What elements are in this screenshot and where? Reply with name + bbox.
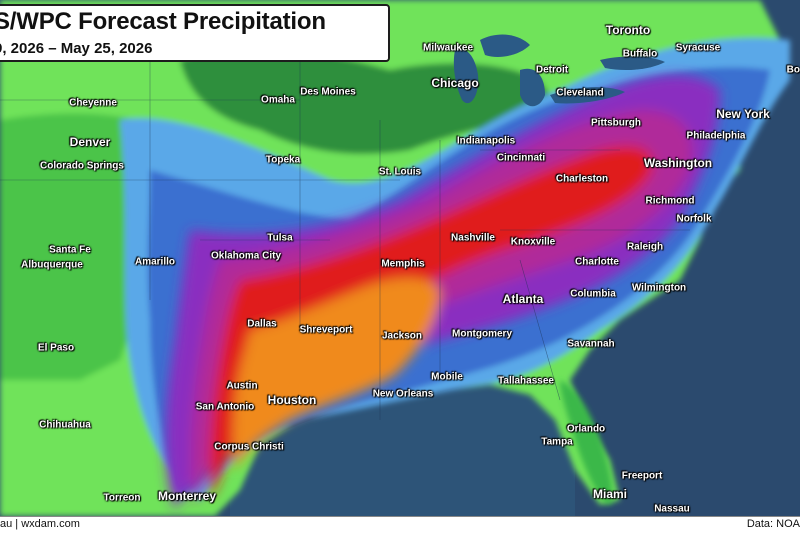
city-label-raleigh: Raleigh <box>626 241 664 253</box>
city-label-pittsburgh: Pittsburgh <box>591 117 641 129</box>
city-label-st-louis: St. Louis <box>378 166 422 178</box>
city-label-atlanta: Atlanta <box>502 292 544 306</box>
city-label-charleston: Charleston <box>555 173 609 185</box>
city-label-oklahoma-city: Oklahoma City <box>210 250 282 262</box>
footer-bar: au | wxdam.com Data: NOA <box>0 516 800 533</box>
city-label-houston: Houston <box>267 393 317 407</box>
city-label-syracuse: Syracuse <box>675 42 721 54</box>
city-label-chicago: Chicago <box>431 76 479 90</box>
city-label-montgomery: Montgomery <box>452 328 512 340</box>
title-box: S/WPC Forecast Precipitation 9, 2026 – M… <box>0 4 390 62</box>
city-label-wilmington: Wilmington <box>631 282 687 294</box>
city-label-memphis: Memphis <box>381 258 425 270</box>
city-label-colorado-springs: Colorado Springs <box>40 160 124 172</box>
city-label-topeka: Topeka <box>265 154 301 166</box>
state-borders <box>0 60 690 420</box>
rain-orange <box>233 278 440 470</box>
city-label-richmond: Richmond <box>645 195 695 207</box>
date-range: 9, 2026 – May 25, 2026 <box>0 40 153 57</box>
city-label-tallahassee: Tallahassee <box>498 375 554 387</box>
map-title: S/WPC Forecast Precipitation <box>0 8 326 35</box>
footer-credit: au | wxdam.com <box>0 518 80 530</box>
city-label-cincinnati: Cincinnati <box>496 152 546 164</box>
city-label-nashville: Nashville <box>451 232 495 244</box>
rain-red <box>209 146 653 500</box>
city-label-albuquerque: Albuquerque <box>21 259 83 271</box>
city-label-nassau: Nassau <box>654 503 690 515</box>
city-label-bo: Bo <box>786 64 800 76</box>
city-label-austin: Austin <box>226 380 258 392</box>
city-label-philadelphia: Philadelphia <box>686 130 746 142</box>
city-label-amarillo: Amarillo <box>134 256 176 268</box>
city-label-el-paso: El Paso <box>37 342 75 354</box>
city-label-buffalo: Buffalo <box>622 48 658 60</box>
city-label-new-orleans: New Orleans <box>372 388 434 400</box>
city-label-tulsa: Tulsa <box>267 232 293 244</box>
florida-peninsula <box>560 380 613 505</box>
city-label-columbia: Columbia <box>570 288 616 300</box>
city-label-omaha: Omaha <box>261 94 295 106</box>
city-label-dallas: Dallas <box>247 318 277 330</box>
city-label-norfolk: Norfolk <box>676 213 712 225</box>
city-label-new-york: New York <box>716 107 770 121</box>
city-label-knoxville: Knoxville <box>510 236 556 248</box>
city-label-detroit: Detroit <box>535 64 569 76</box>
city-label-des-moines: Des Moines <box>300 86 356 98</box>
city-label-tampa: Tampa <box>541 436 573 448</box>
city-label-denver: Denver <box>69 135 111 149</box>
city-label-corpus-christi: Corpus Christi <box>214 441 284 453</box>
city-label-savannah: Savannah <box>567 338 615 350</box>
city-label-santa-fe: Santa Fe <box>49 244 91 256</box>
city-label-orlando: Orlando <box>566 423 606 435</box>
city-label-mobile: Mobile <box>431 371 463 383</box>
city-label-milwaukee: Milwaukee <box>422 42 474 54</box>
city-label-miami: Miami <box>592 487 628 501</box>
gulf-of-mexico <box>230 383 575 516</box>
city-label-washington: Washington <box>643 156 713 170</box>
city-label-san-antonio: San Antonio <box>195 401 255 413</box>
city-label-monterrey: Monterrey <box>157 489 217 503</box>
city-label-indianapolis: Indianapolis <box>456 135 516 147</box>
city-label-cheyenne: Cheyenne <box>69 97 117 109</box>
footer-source: Data: NOA <box>746 518 800 530</box>
city-label-jackson: Jackson <box>381 330 423 342</box>
precipitation-map <box>0 0 790 516</box>
city-label-shreveport: Shreveport <box>299 324 353 336</box>
city-label-chihuahua: Chihuahua <box>39 419 91 431</box>
city-label-toronto: Toronto <box>605 23 651 37</box>
city-label-freeport: Freeport <box>621 470 663 482</box>
city-label-torreon: Torreon <box>103 492 141 504</box>
great-lakes <box>453 34 665 107</box>
city-label-cleveland: Cleveland <box>556 87 604 99</box>
city-label-charlotte: Charlotte <box>575 256 619 268</box>
